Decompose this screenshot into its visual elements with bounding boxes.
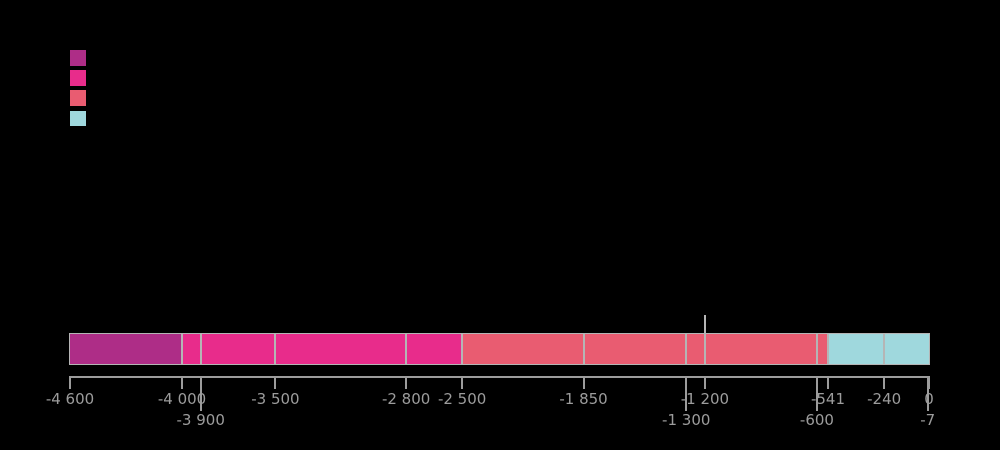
boundary-line-2800 [405,334,408,364]
tick-240 [883,376,886,389]
tick-2800 [405,376,408,389]
boundary-line-2500 [461,334,464,364]
tick-label-0: 0 [924,390,934,408]
tick-1850 [582,376,585,389]
tick-541 [826,376,829,389]
bar-segment-3 [462,334,828,364]
tick-label-600: -600 [799,411,834,429]
tick-label-4000: -4 000 [157,390,207,408]
tick-label-1850: -1 850 [559,390,608,408]
tick-3500 [274,376,277,389]
tick-label-1300: -1 300 [662,411,711,429]
tick-1200 [703,376,706,389]
legend-swatch-3 [70,90,86,106]
tick-label-541: -541 [810,390,845,408]
tick-3900 [199,376,202,411]
tick-label-4600: -4 600 [45,390,95,408]
tick-label-3500: -3 500 [251,390,300,408]
boundary-line-1200 [703,334,706,364]
tick-0 [928,376,930,389]
boundary-line-3900 [199,334,202,364]
tick-2500 [461,376,464,389]
tick-label-2800: -2 800 [381,390,431,408]
boundary-line-1850 [582,334,585,364]
marker-line-1200 [703,315,706,334]
boundary-line-3500 [274,334,277,364]
tick-600 [815,376,818,411]
tick-1300 [685,376,688,411]
legend-swatch-4 [70,110,86,127]
bar-segment-2 [182,334,463,364]
tick-4600 [69,376,71,389]
tick-label-1200: -1 200 [680,390,730,408]
tick-label-2500: -2 500 [437,390,487,408]
legend-swatch-2 [70,70,86,86]
tick-7 [926,376,929,411]
x-axis-line [69,376,930,378]
tick-4000 [181,376,184,389]
boundary-line-541 [826,334,829,364]
boundary-line-240 [883,334,886,364]
boundary-line-600 [815,334,818,364]
legend-swatch-1 [70,50,86,66]
bar-segment-1 [70,334,183,364]
bar-segment-4 [827,334,929,364]
tick-label-7: -7 [920,411,936,429]
tick-label-3900: -3 900 [176,411,225,429]
boundary-line-1300 [685,334,688,364]
tick-label-240: -240 [867,390,902,408]
boundary-line-4000 [181,334,184,364]
